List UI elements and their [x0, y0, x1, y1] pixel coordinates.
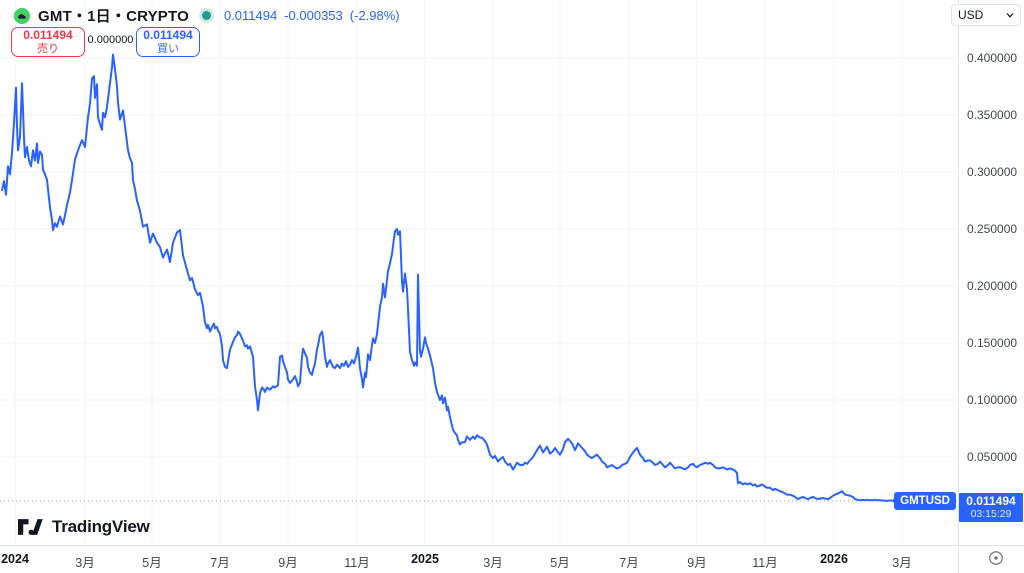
time-scale-label: 5月 — [142, 556, 162, 570]
time-scale-label: 7月 — [619, 556, 639, 570]
currency-selector[interactable]: USD — [951, 4, 1021, 26]
buy-price: 0.011494 — [143, 27, 193, 42]
price-change-abs: -0.000353 — [284, 8, 343, 23]
axis-last-price: 0.011494 — [966, 494, 1016, 508]
price-change-pct: (-2.98%) — [349, 8, 400, 23]
brand-name: TradingView — [52, 517, 150, 536]
spread-value: 0.000000 — [87, 34, 134, 46]
time-scale-label: 7月 — [210, 556, 230, 570]
price-scale-label: 0.300000 — [967, 165, 1018, 179]
trade-buttons-row: 0.011494 売り 0.000000 0.011494 買い — [11, 27, 200, 57]
time-scale-label: 2026 — [820, 552, 848, 566]
sell-price: 0.011494 — [23, 27, 73, 42]
time-scale-label: 3月 — [483, 556, 503, 570]
symbol-title[interactable]: GMT・1日・CRYPTO — [38, 8, 189, 25]
chevron-down-icon — [1006, 12, 1014, 18]
sell-label: 売り — [37, 42, 59, 55]
price-scale-label: 0.350000 — [967, 108, 1018, 122]
time-scale-label: 2024 — [1, 552, 29, 566]
last-price-axis-label: 0.011494 03:15:29 — [959, 493, 1023, 522]
buy-button[interactable]: 0.011494 買い — [136, 27, 200, 57]
time-scale[interactable]: 2024 3月 5月 7月 9月 11月 2025 3月 5月 7月 9月 11月 2026 3月 — [0, 545, 1024, 573]
price-scale-label: 0.100000 — [967, 393, 1018, 407]
sell-button[interactable]: 0.011494 売り — [11, 27, 85, 57]
time-scale-label: 5月 — [550, 556, 570, 570]
market-status-dot[interactable] — [201, 11, 211, 20]
last-price: 0.011494 — [223, 8, 278, 23]
time-scale-label: 3月 — [75, 556, 95, 570]
tradingview-brand[interactable]: TradingView — [18, 517, 150, 537]
time-scale-label: 11月 — [344, 556, 370, 570]
price-scale[interactable]: 0.400000 0.350000 0.300000 0.250000 0.200000… — [958, 0, 1024, 545]
price-scale-label: 0.200000 — [967, 279, 1018, 293]
gear-icon[interactable] — [987, 549, 1005, 567]
price-scale-label: 0.400000 — [967, 51, 1018, 65]
time-scale-label: 9月 — [278, 556, 298, 570]
tradingview-logo — [18, 519, 43, 535]
series-price-flag: GMTUSD — [894, 492, 956, 510]
price-scale-label: 0.150000 — [967, 336, 1018, 350]
buy-label: 買い — [157, 42, 179, 55]
time-scale-label: 3月 — [892, 556, 912, 570]
price-scale-label: 0.050000 — [967, 450, 1018, 464]
currency-selected: USD — [958, 8, 984, 22]
time-scale-label: 9月 — [687, 556, 707, 570]
time-scale-label: 2025 — [411, 552, 439, 566]
gmt-coin-icon — [14, 7, 30, 24]
price-change-readout: 0.011494 -0.000353 (-2.98%) — [224, 8, 400, 23]
time-scale-label: 11月 — [752, 556, 778, 570]
price-line-series — [1, 53, 898, 502]
symbol-legend: GMT・1日・CRYPTO 0.011494 -0.000353 (-2.98%… — [14, 5, 400, 26]
bar-countdown: 03:15:29 — [970, 508, 1012, 520]
price-scale-label: 0.250000 — [967, 222, 1018, 236]
